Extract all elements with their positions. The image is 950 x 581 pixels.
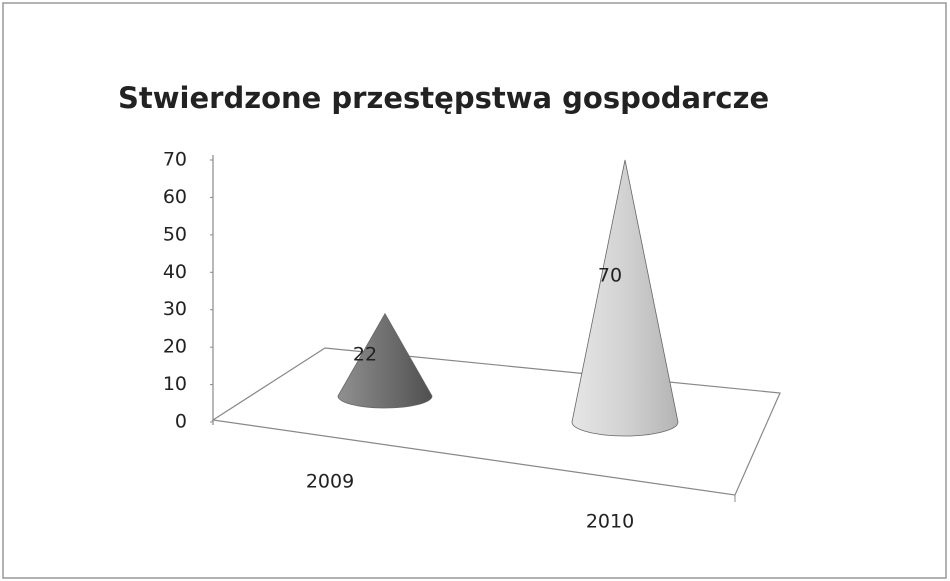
y-tick-label: 0 <box>175 411 187 433</box>
y-tick-label: 20 <box>163 336 187 358</box>
cone <box>337 312 433 409</box>
value-label: 70 <box>598 265 622 287</box>
y-tick-label: 50 <box>163 223 187 245</box>
y-tick-label: 30 <box>163 298 187 320</box>
y-tick-label: 70 <box>163 149 187 171</box>
chart-title: Stwierdzone przestępstwa gospodarcze <box>118 81 769 115</box>
x-tick-label: 2009 <box>306 471 354 493</box>
floor <box>211 347 781 496</box>
cone <box>571 159 679 437</box>
y-tick-label: 10 <box>163 373 187 395</box>
y-tick-label: 40 <box>163 261 187 283</box>
x-tick-label: 2010 <box>586 511 634 533</box>
y-tick-label: 60 <box>163 186 187 208</box>
value-label: 22 <box>353 343 377 365</box>
